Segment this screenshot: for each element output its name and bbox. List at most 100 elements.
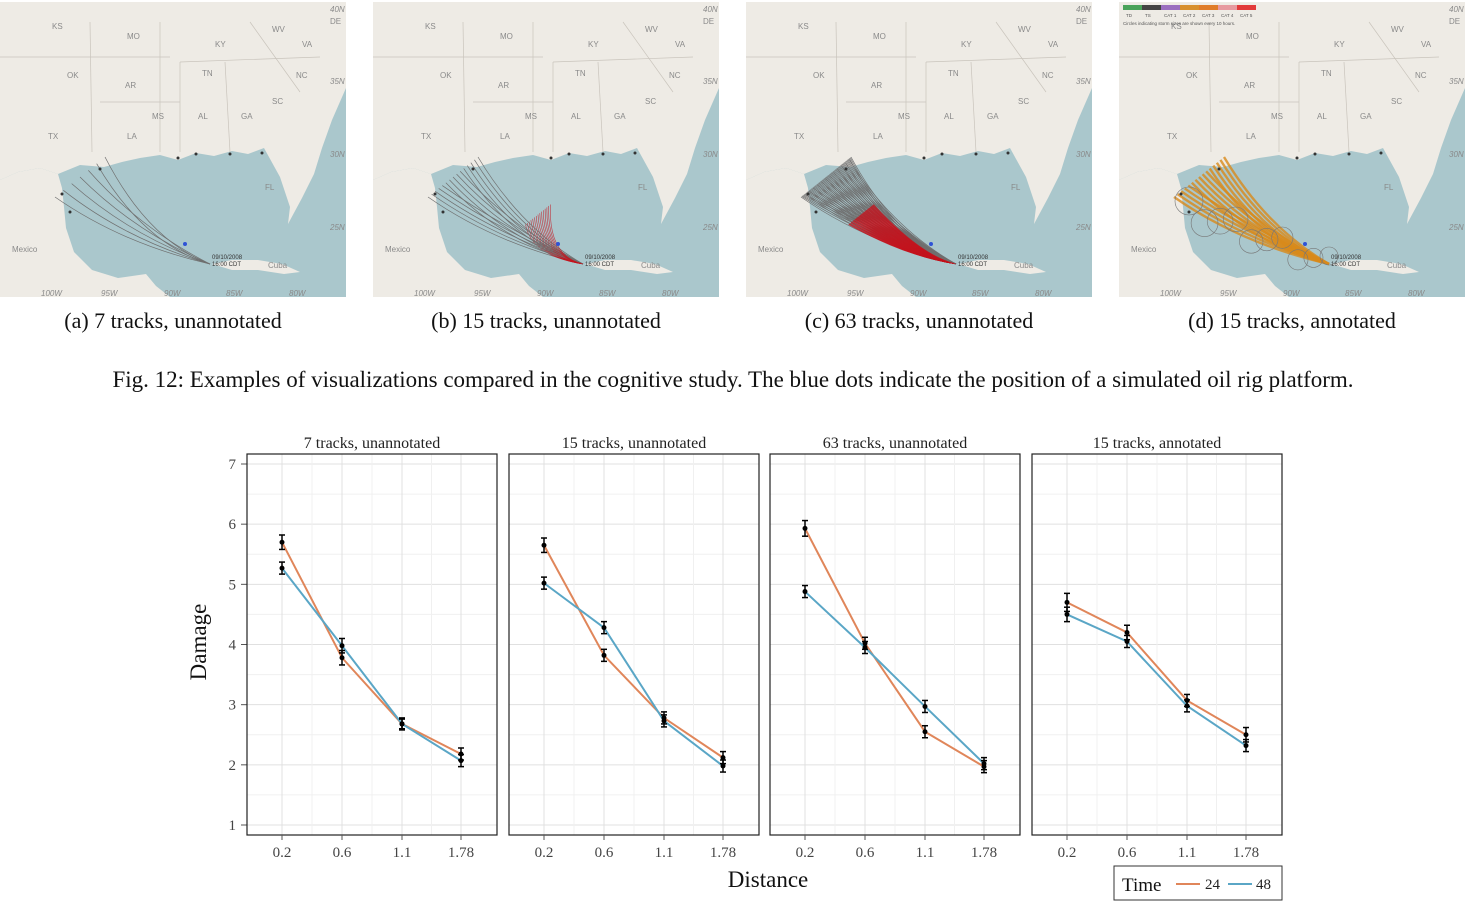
state-label: FL: [265, 183, 275, 192]
state-label: LA: [127, 132, 137, 141]
storm-track: [474, 159, 584, 265]
storm-size-circle: [1190, 209, 1219, 237]
city-dot: [68, 210, 72, 214]
data-point: [1124, 638, 1130, 644]
region-label: Mexico: [12, 245, 38, 254]
longitude-label: 90W: [1283, 289, 1301, 297]
state-label: FL: [1011, 183, 1021, 192]
state-label: AR: [871, 81, 882, 90]
city-dot: [806, 192, 810, 196]
legend-category-label: CAT 3: [1202, 13, 1215, 18]
latitude-label: 30N: [1076, 150, 1091, 159]
city-dot: [1379, 151, 1383, 155]
state-label: KS: [798, 22, 809, 31]
x-tick-label: 1.78: [1233, 845, 1259, 861]
forecast-time-label: 16:00 CDT: [958, 262, 987, 268]
state-label: TN: [1321, 69, 1332, 78]
state-border: [249, 21, 301, 93]
city-dot: [1006, 151, 1010, 155]
state-label: TX: [48, 132, 59, 141]
legend-label-24: 24: [1205, 877, 1221, 893]
forecast-date-label: 09/10/2008: [212, 255, 243, 261]
x-tick-label: 0.2: [796, 845, 815, 861]
legend-swatch: [1199, 5, 1218, 10]
state-border: [89, 21, 93, 153]
city-dot: [1187, 210, 1191, 214]
latitude-label: 35N: [703, 77, 718, 86]
data-point: [279, 565, 285, 571]
map-panel-a: KS MO KY WV VA OK AR TN NC SC MS AL GA LA TX FL DE Mexico…: [0, 2, 346, 297]
panel-title: 15 tracks, annotated: [1093, 435, 1221, 452]
longitude-label: 90W: [537, 289, 555, 297]
legend-title: Time: [1122, 875, 1161, 896]
longitude-label: 100W: [41, 289, 63, 297]
storm-size-circle: [1303, 248, 1324, 268]
state-border: [552, 56, 694, 63]
state-label: DE: [1076, 17, 1087, 26]
panel-title: 15 tracks, unannotated: [562, 435, 706, 452]
panel-frame: [1031, 453, 1283, 836]
data-point: [279, 539, 285, 545]
panel-title: 63 tracks, unannotated: [823, 435, 967, 452]
series-line-24: [1066, 601, 1247, 736]
city-dot: [567, 152, 571, 156]
data-point: [922, 703, 928, 709]
state-label: AL: [198, 112, 208, 121]
state-label: SC: [1018, 97, 1029, 106]
data-point: [339, 643, 345, 649]
state-label: TX: [794, 132, 805, 141]
x-axis-title: Distance: [728, 867, 808, 892]
state-label: NC: [296, 71, 308, 80]
state-label: NC: [669, 71, 681, 80]
forecast-date-label: 09/10/2008: [958, 255, 989, 261]
longitude-label: 85W: [1345, 289, 1363, 297]
x-tick-label: 1.78: [971, 845, 997, 861]
state-label: MS: [1271, 112, 1283, 121]
mexico-land: [1119, 168, 1289, 297]
forecast-time-label: 16:00 CDT: [585, 262, 614, 268]
city-dot: [940, 152, 944, 156]
city-dot: [471, 167, 475, 171]
storm-track: [850, 156, 957, 265]
legend-swatch: [1180, 5, 1199, 10]
city-dot: [1295, 156, 1299, 160]
data-point: [1243, 732, 1249, 738]
city-dot: [98, 167, 102, 171]
state-label: MO: [873, 32, 886, 41]
state-label: TN: [575, 69, 586, 78]
state-border: [622, 21, 674, 93]
latitude-label: 25N: [1075, 223, 1091, 232]
x-tick-label: 0.2: [1058, 845, 1077, 861]
data-point: [922, 729, 928, 735]
map-svg: KS MO KY WV VA OK AR TN NC SC MS AL GA LA TX FL DE Mexico…: [746, 2, 1092, 297]
data-point: [541, 580, 547, 586]
state-label: TN: [948, 69, 959, 78]
state-label: VA: [302, 40, 313, 49]
storm-size-circle: [1271, 226, 1294, 249]
city-dot: [974, 152, 978, 156]
city-dot: [1217, 167, 1221, 171]
cuba-land: [1331, 260, 1419, 274]
state-label: KY: [1334, 40, 1345, 49]
x-tick-label: 0.2: [273, 845, 292, 861]
data-point: [339, 655, 345, 661]
data-point: [601, 625, 607, 631]
cuba-land: [585, 260, 673, 274]
storm-category-legend: TD TS CAT 1 CAT 2 CAT 3 CAT 4 CAT 5 Circles ind…: [1123, 5, 1256, 26]
state-label: NC: [1415, 71, 1427, 80]
state-label: VA: [675, 40, 686, 49]
state-label: OK: [440, 71, 452, 80]
state-label: NC: [1042, 71, 1054, 80]
state-label: OK: [67, 71, 79, 80]
storm-track: [63, 190, 211, 265]
state-border: [970, 61, 977, 153]
legend-category-label: CAT 1: [1164, 13, 1177, 18]
y-axis-title: Damage: [186, 604, 211, 681]
state-label: SC: [645, 97, 656, 106]
state-label: AR: [1244, 81, 1255, 90]
state-label: AR: [498, 81, 509, 90]
state-label: OK: [1186, 71, 1198, 80]
state-label: GA: [987, 112, 999, 121]
longitude-label: 100W: [1160, 289, 1182, 297]
state-label: MO: [1246, 32, 1259, 41]
